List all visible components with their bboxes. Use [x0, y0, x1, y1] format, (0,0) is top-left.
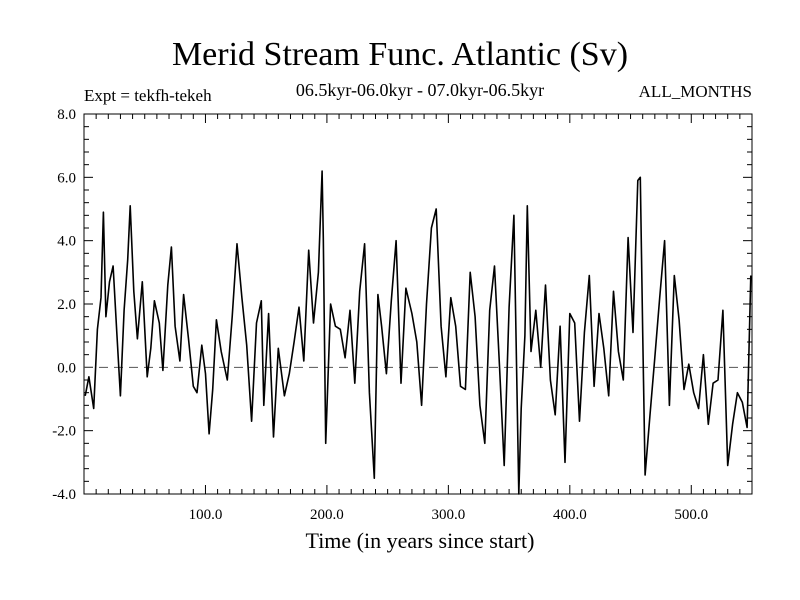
- y-tick-label: 8.0: [57, 107, 76, 123]
- plot-area: 100.0 200.0 300.0 400.0 500.0 -4.0 -2.0 0.0 2.0 4…: [52, 107, 753, 523]
- months-label: ALL_MONTHS: [638, 82, 752, 101]
- x-tick-label: 100.0: [189, 507, 223, 523]
- x-tick-label: 500.0: [674, 507, 708, 523]
- x-tick-label: 400.0: [553, 507, 587, 523]
- y-tick-label: 0.0: [57, 360, 76, 376]
- x-axis-label: Time (in years since start): [305, 528, 535, 553]
- experiment-label: Expt = tekfh-tekeh: [84, 86, 212, 105]
- y-tick-label: -2.0: [52, 424, 76, 440]
- y-tick-label: 2.0: [57, 297, 76, 313]
- x-tick-label: 300.0: [431, 507, 465, 523]
- chart-title: Merid Stream Func. Atlantic (Sv): [171, 36, 629, 73]
- y-tick-label: 4.0: [57, 234, 76, 250]
- chart-subtitle: 06.5kyr-06.0kyr - 07.0kyr-06.5kyr: [295, 80, 545, 100]
- series-line-0: [84, 170, 752, 495]
- x-tick-label: 200.0: [310, 507, 344, 523]
- y-tick-label: -4.0: [52, 487, 76, 503]
- y-tick-label: 6.0: [57, 170, 76, 186]
